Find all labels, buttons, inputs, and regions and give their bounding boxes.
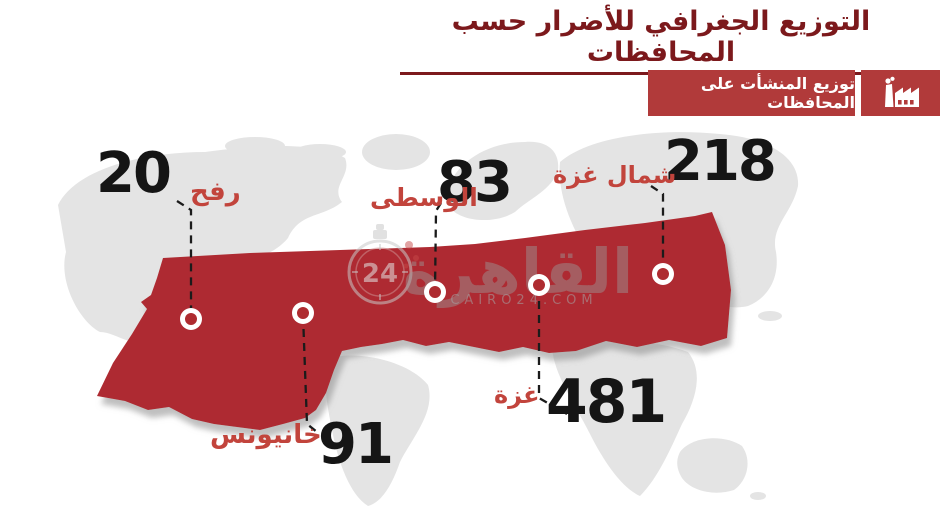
connector-khan-younis [301,314,318,433]
stopwatch-icon [347,239,413,305]
watermark-site-url: CAIRO24.COM [450,293,597,308]
se-asia-islands [758,311,782,321]
watermark-dot [413,255,419,261]
value-gaza: 481 [546,367,667,437]
label-rafah: رفح [190,177,241,207]
label-khan-younis: خانيونس [210,420,322,450]
marker-rafah [180,308,202,330]
continent-north-america [58,146,347,343]
gaza-strip-shape [97,212,731,430]
value-rafah: 20 [96,141,172,206]
arctic-islands [225,137,285,155]
greenland [362,134,430,170]
stopwatch-crown [373,230,387,239]
map-markers [180,263,674,330]
value-north-gaza: 218 [664,129,777,194]
arctic-islands [294,144,346,160]
marker-gaza [528,274,550,296]
connector-wusta [433,202,442,292]
watermark-dot [405,241,413,249]
value-wusta: 83 [437,150,513,215]
new-zealand [750,492,766,500]
label-north-gaza: شمال غزة [553,161,677,189]
legend-banner: توزيع المنشأت على المحافظات [648,70,855,116]
continent-africa [552,339,697,496]
connector-gaza [537,287,568,415]
continent-australia [677,438,748,493]
watermark-dot [403,263,409,269]
connector-lines [176,185,665,433]
label-gaza: غزة [494,381,540,409]
stopwatch-ticks [352,244,408,300]
marker-north-gaza [652,263,674,285]
watermark-24: 24 [362,259,398,289]
stopwatch-crown-top [376,224,384,230]
continent-europe [448,141,559,221]
value-khan-younis: 91 [318,412,394,477]
connector-rafah [176,200,193,318]
legend-icon-box [861,70,940,116]
continent-south-america [325,355,430,506]
marker-khan-younis [292,302,314,324]
connector-north-gaza [650,185,665,272]
marker-wusta [424,281,446,303]
label-wusta: الوسطى [370,183,478,212]
factory-icon [884,76,919,107]
page-title: التوزيع الجغرافي للأضرار حسب المحافظات [400,6,922,75]
